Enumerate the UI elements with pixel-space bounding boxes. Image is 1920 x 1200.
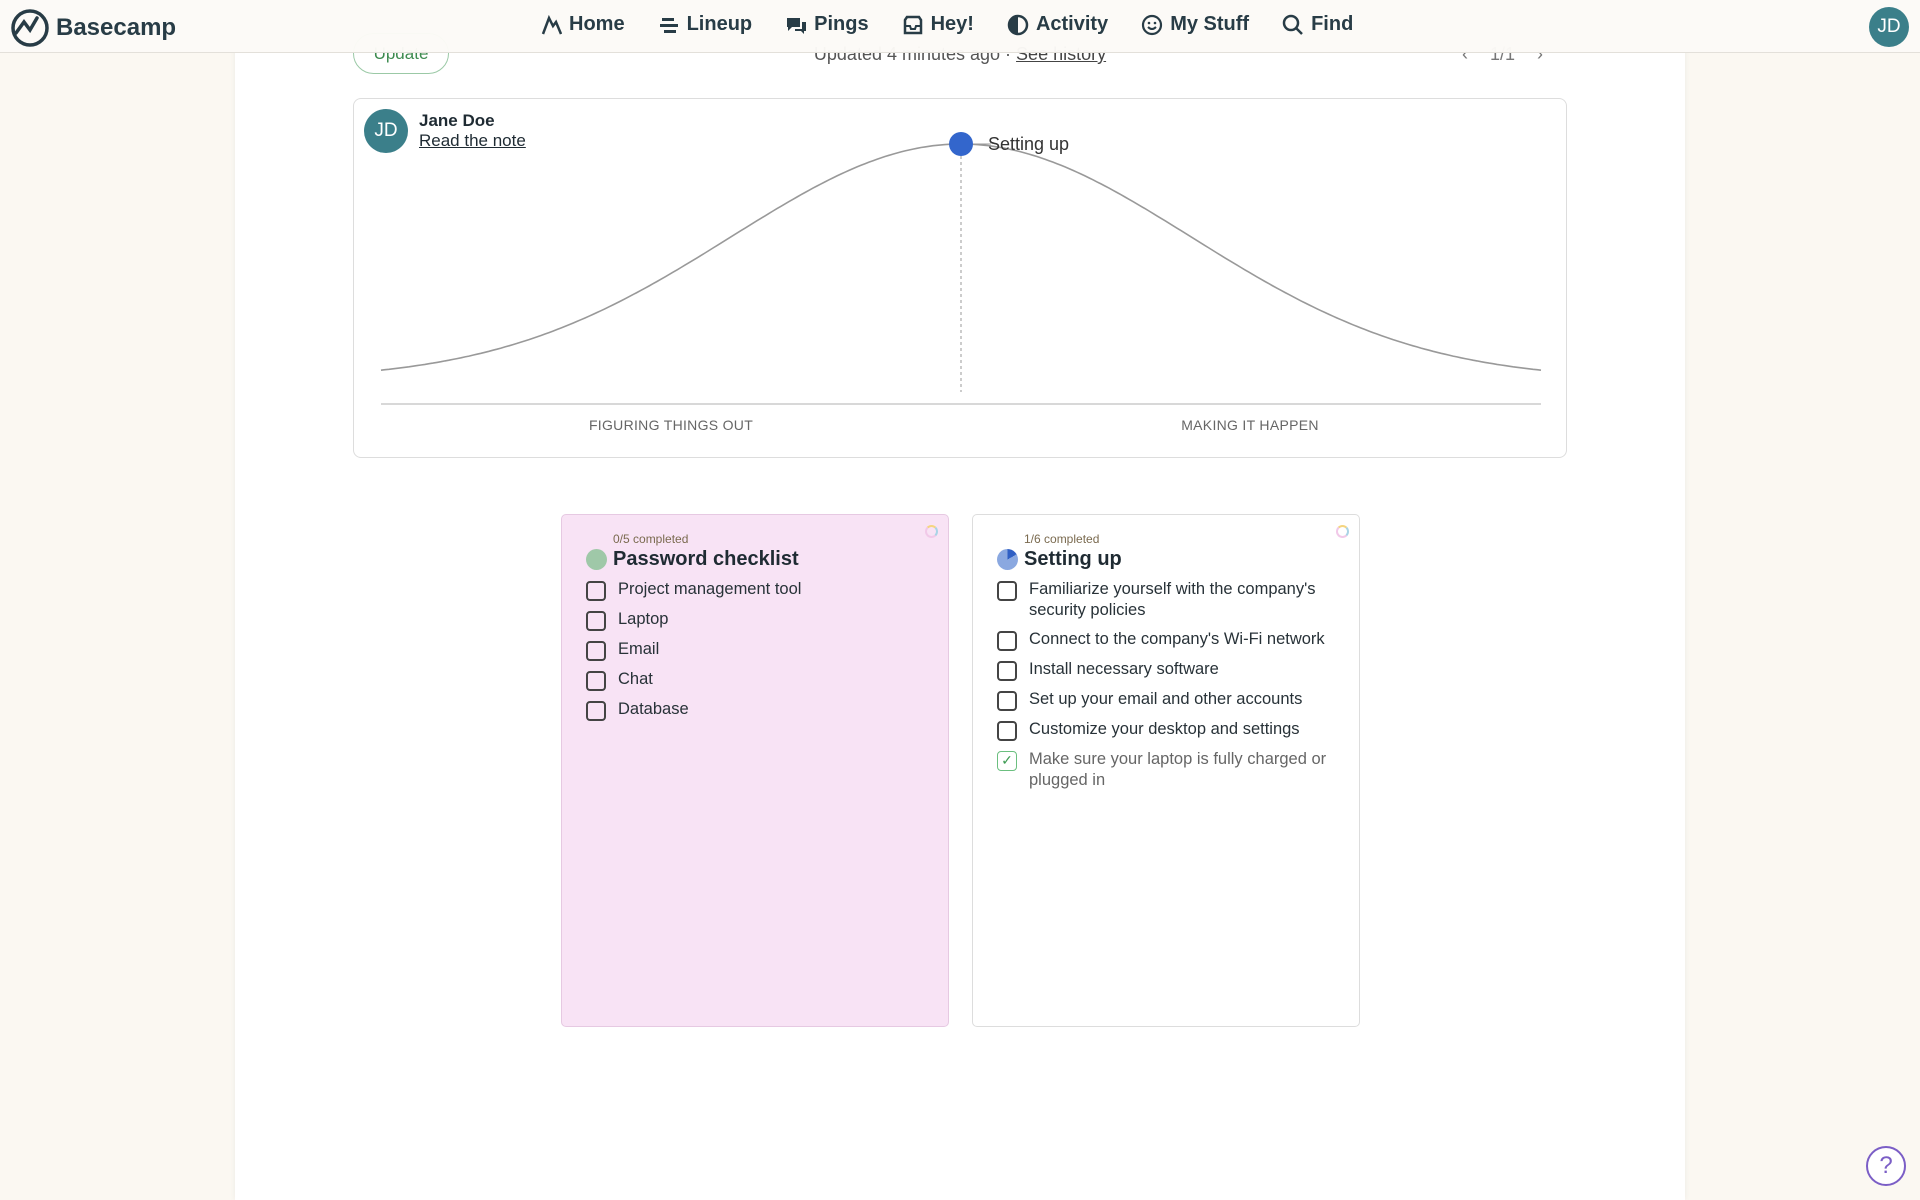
smiley-icon xyxy=(1142,14,1163,35)
todo-item: Customize your desktop and settings xyxy=(997,719,1335,741)
todo-text[interactable]: Chat xyxy=(618,670,653,688)
nav-label: Pings xyxy=(814,13,869,35)
todo-item: Laptop xyxy=(586,609,924,631)
brand-name: Basecamp xyxy=(56,14,177,41)
nav-label: Activity xyxy=(1035,13,1109,35)
todo-checkbox[interactable] xyxy=(586,671,606,691)
todo-text[interactable]: Connect to the company's Wi-Fi network xyxy=(1029,630,1325,648)
todo-text[interactable]: Install necessary software xyxy=(1029,660,1219,678)
nav-label: Home xyxy=(569,13,625,35)
todo-item: Chat xyxy=(586,669,924,691)
todo-checkbox[interactable] xyxy=(586,701,606,721)
nav-label: Lineup xyxy=(686,13,753,35)
todo-checkbox[interactable] xyxy=(997,721,1017,741)
todo-item: Database xyxy=(586,699,924,721)
nav-label: Hey! xyxy=(930,13,974,35)
author-name: Jane Doe xyxy=(419,111,495,130)
activity-icon xyxy=(1007,14,1029,35)
todo-text[interactable]: Set up your email and other accounts xyxy=(1029,690,1303,708)
todo-item: Familiarize yourself with the company's … xyxy=(997,579,1335,621)
hill-dot xyxy=(949,132,973,156)
todo-list-card: 1/6 completed Setting up Familiarize you… xyxy=(972,514,1360,1027)
next-icon[interactable]: › xyxy=(1537,44,1544,64)
help-button[interactable]: ? xyxy=(1866,1146,1906,1186)
todo-text[interactable]: Familiarize yourself with the company's … xyxy=(1029,580,1316,619)
prev-icon[interactable]: ‹ xyxy=(1462,44,1468,64)
todo-checkbox[interactable] xyxy=(997,661,1017,681)
nav-find[interactable]: Find xyxy=(1282,13,1353,36)
todo-item: Project management tool xyxy=(586,579,924,601)
hill-chart-svg: Setting up xyxy=(380,132,1542,405)
home-icon xyxy=(541,14,562,34)
todo-item: Connect to the company's Wi-Fi network xyxy=(997,629,1335,651)
todo-checkbox[interactable] xyxy=(586,611,606,631)
todo-list-card: 0/5 completed Password checklist Project… xyxy=(561,514,949,1027)
hill-left-label: FIGURING THINGS OUT xyxy=(588,417,754,433)
todo-list: Familiarize yourself with the company's … xyxy=(997,579,1335,791)
todo-checkbox[interactable] xyxy=(586,641,606,661)
hill-chart: Setting up JD Jane Doe Read the note FIGU… xyxy=(353,98,1567,458)
hill-right-label: MAKING IT HAPPEN xyxy=(1181,417,1319,433)
lineup-icon xyxy=(659,17,678,33)
todo-text[interactable]: Make sure your laptop is fully charged o… xyxy=(1029,750,1327,789)
completed-count: 1/6 completed xyxy=(1024,532,1100,546)
todo-checkbox[interactable] xyxy=(997,631,1017,651)
read-note-link[interactable]: Read the note xyxy=(419,131,526,150)
nav-hey[interactable]: Hey! xyxy=(902,13,974,36)
basecamp-logo[interactable]: Basecamp xyxy=(10,8,176,48)
color-picker-icon[interactable] xyxy=(1336,525,1349,538)
inbox-icon xyxy=(903,15,922,34)
pings-icon xyxy=(787,17,807,34)
todo-text[interactable]: Customize your desktop and settings xyxy=(1029,720,1300,738)
todo-checkbox[interactable] xyxy=(997,691,1017,711)
todo-item: ✓ Make sure your laptop is fully charged … xyxy=(997,749,1335,791)
top-nav: Basecamp Home Lineup Pings Hey! Activity My S… xyxy=(0,0,1920,53)
nav-activity[interactable]: Activity xyxy=(1007,13,1108,36)
nav-home[interactable]: Home xyxy=(540,13,625,36)
todo-item: Email xyxy=(586,639,924,661)
completed-count: 0/5 completed xyxy=(613,532,689,546)
todo-text[interactable]: Project management tool xyxy=(618,580,802,598)
nav-pings[interactable]: Pings xyxy=(785,13,869,36)
todo-text[interactable]: Database xyxy=(618,700,689,718)
author-avatar: JD xyxy=(364,109,408,153)
basecamp-logo-icon xyxy=(11,9,49,47)
todo-item: Set up your email and other accounts xyxy=(997,689,1335,711)
progress-pie-icon xyxy=(997,549,1018,570)
todo-list: Project management tool Laptop Email Chat Da… xyxy=(586,579,924,721)
hill-dot-label: Setting up xyxy=(988,134,1069,154)
list-title[interactable]: Setting up xyxy=(1024,548,1122,570)
color-picker-icon[interactable] xyxy=(925,525,938,538)
todo-checkbox[interactable] xyxy=(586,581,606,601)
todo-checkbox[interactable] xyxy=(997,581,1017,601)
todo-text[interactable]: Email xyxy=(618,640,660,658)
nav-label: Find xyxy=(1311,13,1354,35)
nav-my-stuff[interactable]: My Stuff xyxy=(1141,13,1249,36)
todo-item: Install necessary software xyxy=(997,659,1335,681)
progress-pie-icon xyxy=(586,549,607,570)
user-avatar[interactable]: JD xyxy=(1869,7,1909,47)
todo-checkbox[interactable]: ✓ xyxy=(997,751,1017,771)
search-icon xyxy=(1282,14,1303,35)
list-title[interactable]: Password checklist xyxy=(613,548,799,570)
todo-text[interactable]: Laptop xyxy=(618,610,669,628)
author-info: Jane Doe Read the note xyxy=(419,111,526,151)
nav-lineup[interactable]: Lineup xyxy=(658,13,753,36)
nav-label: My Stuff xyxy=(1170,13,1250,35)
